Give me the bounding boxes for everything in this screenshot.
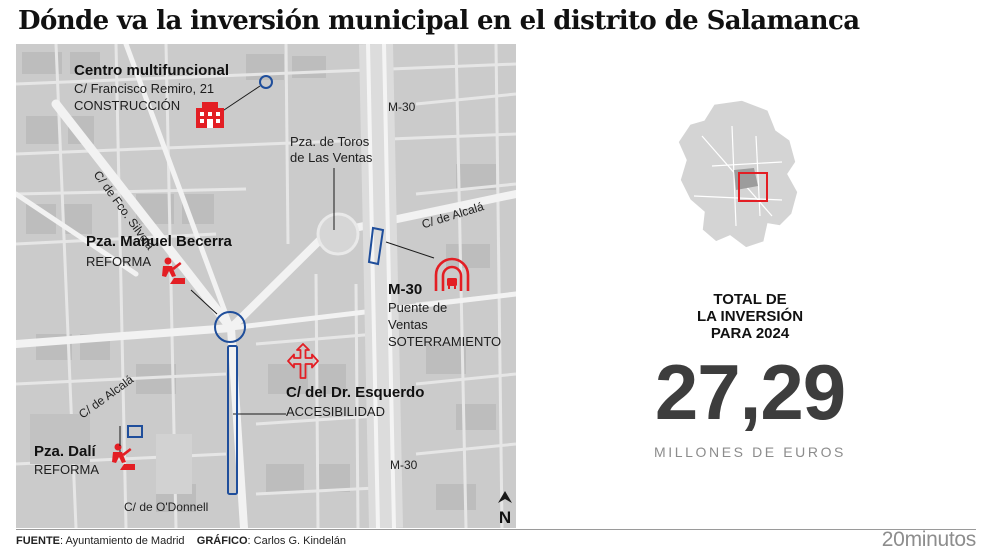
- total-unit: MILLONES DE EUROS: [653, 444, 846, 460]
- north-arrow: N: [496, 490, 514, 527]
- total-heading: TOTAL DE LA INVERSIÓN PARA 2024: [640, 291, 860, 342]
- total-heading-line: LA INVERSIÓN: [696, 308, 804, 325]
- source-label: FUENTE: [16, 535, 60, 547]
- project-name: Pza. Manuel Becerra: [86, 233, 232, 250]
- total-heading-line: TOTAL DE: [713, 291, 787, 308]
- street-label: M-30: [388, 100, 416, 114]
- roadwork-icon: [162, 257, 185, 284]
- brand-word: minutos: [904, 528, 977, 551]
- street-label: C/ de O'Donnell: [124, 500, 209, 514]
- footer-credits: FUENTE: Ayuntamiento de Madrid GRÁFICO: …: [16, 535, 346, 547]
- project-detail: Puente de: [388, 300, 448, 315]
- graphic-value: : Carlos G. Kindelán: [247, 535, 346, 547]
- district-map: Centro multifuncional C/ Francisco Remir…: [16, 44, 516, 528]
- directions-icon: [287, 343, 319, 379]
- project-type: REFORMA: [86, 254, 151, 269]
- project-type: ACCESIBILIDAD: [286, 404, 385, 419]
- graphic-label: GRÁFICO: [196, 535, 248, 547]
- project-type: CONSTRUCCIÓN: [74, 98, 181, 113]
- project-name: M-30: [388, 281, 423, 298]
- madrid-locator-map: [677, 99, 799, 249]
- brand-number: 20: [881, 528, 905, 551]
- project-name: Pza. Dalí: [34, 443, 96, 460]
- landmark-label: de Las Ventas: [290, 150, 373, 165]
- north-arrow-icon: [498, 491, 512, 503]
- tunnel-icon: [434, 257, 470, 291]
- total-heading-line: PARA 2024: [710, 325, 790, 342]
- location-marker: [259, 75, 273, 89]
- map-base: [16, 44, 516, 528]
- project-name: C/ del Dr. Esquerdo: [286, 384, 425, 401]
- flag-icon: [119, 426, 121, 446]
- project-address: C/ Francisco Remiro, 21: [74, 81, 215, 96]
- project-type: SOTERRAMIENTO: [388, 334, 502, 349]
- project-name: Centro multifuncional: [74, 62, 229, 79]
- chart-title: Dónde va la inversión municipal en el di…: [18, 6, 860, 36]
- building-icon: [196, 102, 224, 128]
- landmark-label: Pza. de Toros: [290, 134, 370, 149]
- source-value: : Ayuntamiento de Madrid: [60, 535, 185, 547]
- project-detail: Ventas: [388, 317, 428, 332]
- street-label: M-30: [390, 458, 418, 472]
- district-highlight: [738, 172, 768, 202]
- north-label: N: [498, 508, 512, 527]
- roadwork-icon: [112, 443, 135, 470]
- total-value: 27,29: [654, 348, 846, 436]
- brand-logo: 20minutos: [881, 528, 977, 552]
- footer-divider: [16, 529, 976, 530]
- project-type: REFORMA: [34, 462, 99, 477]
